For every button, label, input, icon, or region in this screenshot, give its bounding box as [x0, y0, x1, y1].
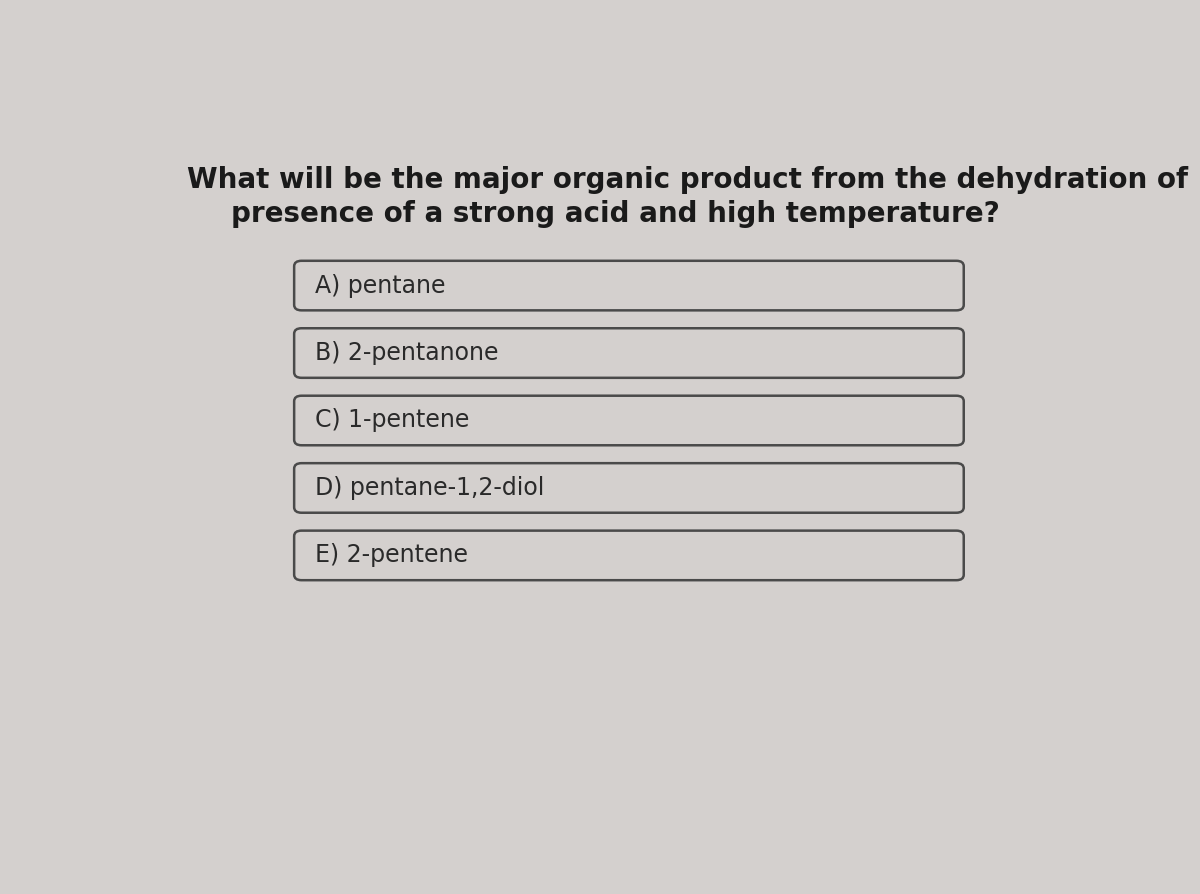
- Text: A) pentane: A) pentane: [314, 274, 445, 298]
- Text: What will be the major organic product from the dehydration of 2-pentanol in the: What will be the major organic product f…: [187, 165, 1200, 194]
- FancyBboxPatch shape: [294, 531, 964, 580]
- FancyBboxPatch shape: [294, 328, 964, 378]
- Text: C) 1-pentene: C) 1-pentene: [314, 409, 469, 433]
- Text: D) pentane-1,2-diol: D) pentane-1,2-diol: [314, 476, 544, 500]
- FancyBboxPatch shape: [294, 261, 964, 310]
- Text: B) 2-pentanone: B) 2-pentanone: [314, 341, 498, 365]
- FancyBboxPatch shape: [294, 396, 964, 445]
- Text: presence of a strong acid and high temperature?: presence of a strong acid and high tempe…: [230, 200, 1000, 228]
- Text: E) 2-pentene: E) 2-pentene: [314, 544, 468, 568]
- FancyBboxPatch shape: [294, 463, 964, 513]
